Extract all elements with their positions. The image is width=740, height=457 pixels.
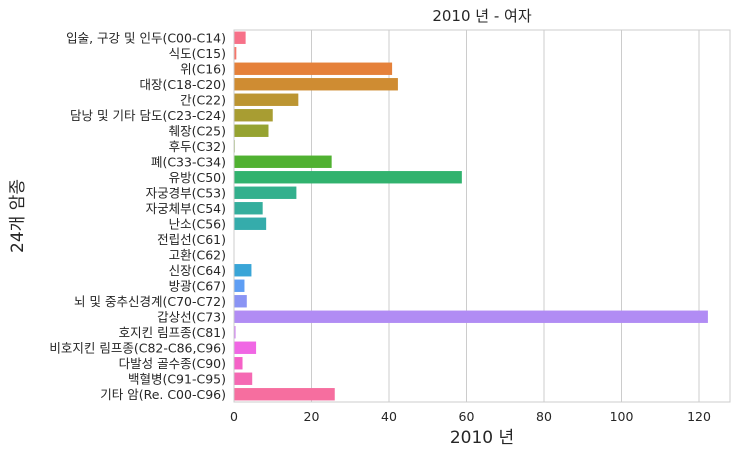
- category-labels: 입술, 구강 및 인두(C00-C14)식도(C15)위(C16)대장(C18-…: [49, 30, 226, 402]
- category-label: 기타 암(Re. C00-C96): [100, 387, 226, 402]
- bar: [234, 295, 247, 308]
- category-label: 신장(C64): [169, 263, 226, 278]
- category-label: 자궁경부(C53): [146, 185, 226, 200]
- bar: [234, 388, 335, 401]
- category-label: 자궁체부(C54): [146, 201, 226, 216]
- x-tick-label: 100: [610, 409, 634, 424]
- bar: [234, 47, 237, 60]
- category-label: 대장(C18-C20): [139, 77, 226, 92]
- category-label: 후두(C32): [169, 139, 226, 154]
- category-label: 갑상선(C73): [157, 309, 226, 324]
- bars: [234, 31, 708, 401]
- plot-frame: [233, 29, 731, 403]
- bar: [234, 310, 708, 323]
- category-label: 백혈병(C91-C95): [128, 371, 226, 386]
- bar: [234, 31, 246, 44]
- bar: [234, 171, 462, 184]
- chart-title: 2010 년 - 여자: [432, 7, 531, 25]
- category-label: 다발성 골수종(C90): [119, 356, 226, 371]
- x-tick-label: 40: [381, 409, 397, 424]
- category-label: 비호지킨 림프종(C82-C86,C96): [49, 340, 226, 355]
- bar: [234, 279, 245, 292]
- x-tick-label: 60: [459, 409, 475, 424]
- category-label: 위(C16): [180, 61, 226, 76]
- bar: [234, 202, 263, 215]
- category-label: 뇌 및 중추신경계(C70-C72): [74, 294, 226, 309]
- category-label: 난소(C56): [169, 216, 226, 231]
- category-label: 고환(C62): [169, 247, 226, 262]
- x-tick-labels: 0 20 40 60 80 100 120: [230, 409, 711, 424]
- category-label: 전립선(C61): [157, 232, 226, 247]
- y-axis-label: 24개 암종: [8, 179, 28, 253]
- grid-lines: [233, 30, 700, 402]
- category-label: 췌장(C25): [169, 123, 226, 138]
- bar: [234, 155, 332, 168]
- x-tick-label: 120: [687, 409, 711, 424]
- bar: [234, 109, 273, 122]
- category-label: 폐(C33-C34): [151, 154, 226, 169]
- bar: [234, 264, 252, 277]
- bar: [234, 62, 393, 75]
- x-tick-label: 0: [230, 409, 238, 424]
- bar: [234, 357, 243, 370]
- category-label: 담낭 및 기타 담도(C23-C24): [70, 108, 226, 123]
- category-label: 호지킨 림프종(C81): [119, 325, 226, 340]
- x-axis-label: 2010 년: [450, 428, 514, 448]
- x-tick-label: 20: [304, 409, 320, 424]
- category-label: 식도(C15): [169, 46, 226, 61]
- bar: [234, 78, 398, 91]
- x-tick-label: 80: [536, 409, 552, 424]
- bar: [234, 124, 269, 137]
- category-label: 방광(C67): [169, 278, 226, 293]
- bar: [234, 217, 267, 230]
- category-label: 입술, 구강 및 인두(C00-C14): [66, 30, 226, 45]
- bar: [234, 93, 299, 106]
- category-label: 간(C22): [180, 92, 226, 107]
- bar: [234, 372, 253, 385]
- bar: [234, 326, 236, 339]
- bar: [234, 186, 297, 199]
- category-label: 유방(C50): [169, 170, 226, 185]
- bar: [234, 341, 257, 354]
